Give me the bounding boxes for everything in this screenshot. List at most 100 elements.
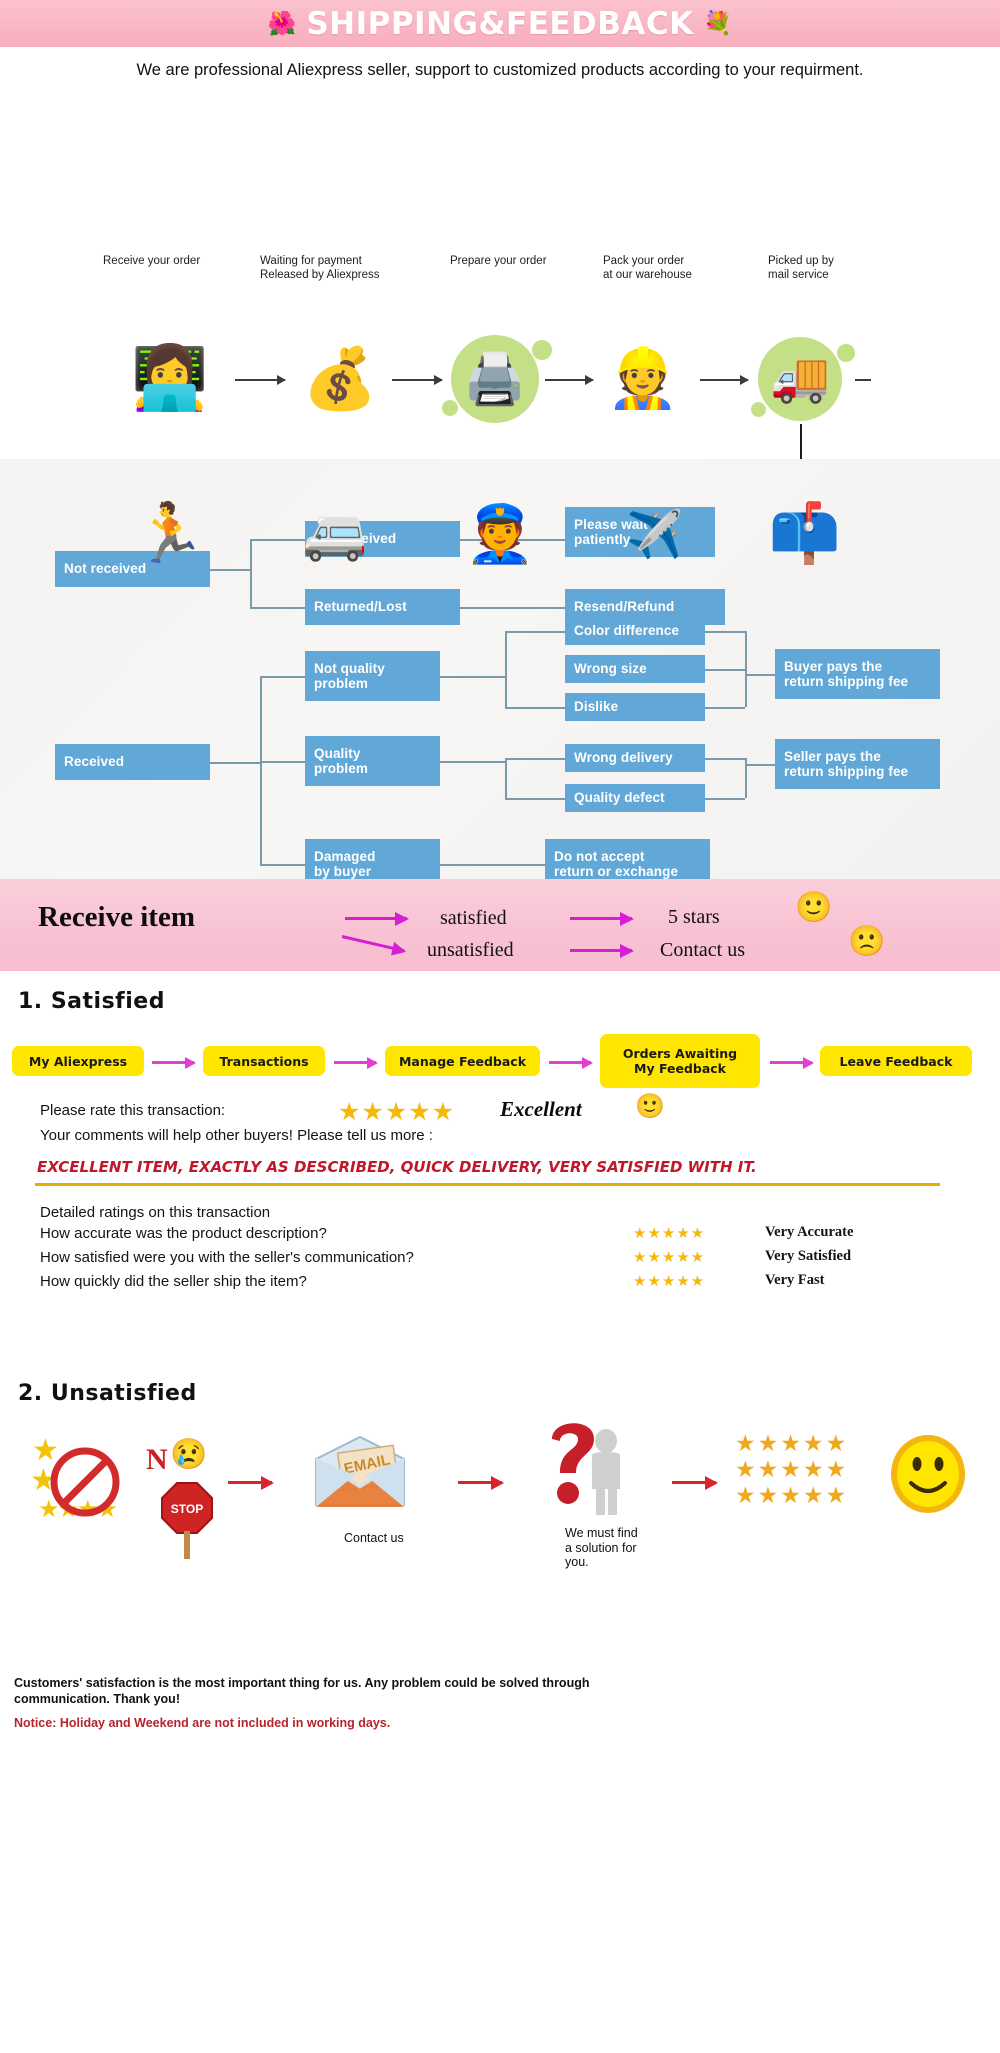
- flow-box-wrong-size: Wrong size: [565, 655, 705, 683]
- answer-stars-communication[interactable]: ★★★★★: [633, 1249, 706, 1266]
- step-arrow-2: [334, 1057, 378, 1068]
- flow-connector: [505, 707, 565, 709]
- worker-packing-icon: 👷: [606, 346, 680, 411]
- flow-connector: [505, 758, 507, 798]
- footer-message: Customers' satisfaction is the most impo…: [14, 1676, 590, 1706]
- answer-stars-accuracy[interactable]: ★★★★★: [633, 1225, 706, 1242]
- intro-section: We are professional Aliexpress seller, s…: [0, 47, 1000, 94]
- contact-us-label: Contact us: [660, 939, 745, 961]
- step-leave-feedback[interactable]: Leave Feedback: [820, 1046, 972, 1076]
- intro-text: We are professional Aliexpress seller, s…: [136, 61, 864, 79]
- flow-arrow-2: [392, 375, 443, 385]
- satisfied-heading: 1. Satisfied: [18, 989, 165, 1014]
- flow-box-not-received-child: Not received: [305, 521, 460, 557]
- find-solution-caption: We must find a solution for you.: [565, 1526, 638, 1569]
- flow-box-returned-lost: Returned/Lost: [305, 589, 460, 625]
- shipping-flow-diagram: Receive your order Waiting for payment R…: [0, 94, 1000, 640]
- flow-box-buyer-pays-shipping: Buyer pays the return shipping fee: [775, 649, 940, 699]
- flow-box-not-quality-problem: Not quality problem: [305, 651, 440, 701]
- flow-connector: [460, 607, 565, 609]
- ship-label-pack-order: Pack your order at our warehouse: [603, 255, 692, 281]
- flow-arrow-1: [235, 375, 286, 385]
- flow-connector: [250, 539, 252, 607]
- flow-connector: [745, 764, 775, 766]
- five-stars-label: 5 stars: [668, 906, 720, 928]
- arrow-to-unsatisfied: [341, 935, 405, 953]
- delivery-van-icon: 🚐: [275, 489, 395, 579]
- contact-us-caption: Contact us: [344, 1531, 404, 1545]
- ship-label-picked-up: Picked up by mail service: [768, 255, 834, 281]
- unsat-arrow-1: [228, 1476, 274, 1490]
- flow-box-received-root: Received: [55, 744, 210, 780]
- question-communication: How satisfied were you with the seller's…: [40, 1249, 414, 1266]
- sad-face-icon: 🙁: [848, 925, 886, 958]
- flow-connector: [210, 762, 260, 764]
- flow-box-no-return-exchange: Do not accept return or exchange: [545, 839, 710, 879]
- unsat-star-row-3: ★★★★★: [735, 1482, 849, 1508]
- receive-item-title: Receive item: [38, 901, 195, 933]
- flow-box-quality-problem: Quality problem: [305, 736, 440, 786]
- flow-connector: [260, 864, 305, 866]
- stop-sign-icon: STOP: [160, 1481, 220, 1559]
- flow-connector: [705, 631, 745, 633]
- person-at-computer-icon: 👩‍💻: [131, 344, 209, 413]
- flow-arrow-stub: [855, 379, 871, 381]
- step-manage-feedback[interactable]: Manage Feedback: [385, 1046, 540, 1076]
- question-mark-person-icon: [530, 1411, 650, 1526]
- comment-text: EXCELLENT ITEM, EXACTLY AS DESCRIBED, QU…: [37, 1158, 757, 1176]
- banner-title: SHIPPING&FEEDBACK: [306, 5, 694, 42]
- unsatisfied-label: unsatisfied: [427, 939, 514, 961]
- question-accuracy: How accurate was the product description…: [40, 1225, 327, 1242]
- flow-box-color-difference: Color difference: [565, 617, 705, 645]
- flow-connector: [705, 707, 745, 709]
- ship-label-waiting-payment: Waiting for payment Released by Aliexpre…: [260, 255, 380, 281]
- rate-smiley-icon: 🙂: [635, 1093, 665, 1120]
- answer-stars-speed[interactable]: ★★★★★: [633, 1273, 706, 1290]
- money-bag-icon: 💰: [302, 345, 378, 412]
- flow-connector: [260, 676, 305, 678]
- flow-connector: [440, 761, 505, 763]
- flow-connector: [260, 761, 305, 763]
- flow-connector: [440, 676, 505, 678]
- flow-connector: [210, 569, 250, 571]
- step-my-aliexpress[interactable]: My Aliexpress: [12, 1046, 144, 1076]
- comment-prompt-text: Your comments will help other buyers! Pl…: [40, 1127, 433, 1144]
- flow-box-not-received-root: Not received: [55, 551, 210, 587]
- flow-connector: [745, 758, 747, 798]
- answer-label-accuracy: Very Accurate: [765, 1224, 854, 1240]
- ship-label-receive-order: Receive your order: [103, 255, 201, 267]
- unsat-arrow-2: [458, 1476, 504, 1490]
- step-arrow-4: [770, 1057, 814, 1068]
- rate-stars[interactable]: ★★★★★: [338, 1098, 456, 1126]
- unsatisfied-heading: 2. Unsatisfied: [18, 1381, 197, 1406]
- flow-connector: [705, 758, 745, 760]
- flow-connector: [505, 798, 565, 800]
- flow-box-wrong-delivery: Wrong delivery: [565, 744, 705, 772]
- flow-connector: [705, 669, 745, 671]
- step-arrow-1: [152, 1057, 196, 1068]
- step-transactions[interactable]: Transactions: [203, 1046, 325, 1076]
- flow-connector: [260, 676, 262, 864]
- printer-icon: 🖨️: [440, 334, 552, 424]
- flower-decoration-left-icon: 🌺: [267, 10, 297, 36]
- flow-connector: [505, 631, 507, 707]
- answer-label-speed: Very Fast: [765, 1272, 825, 1288]
- detailed-ratings-heading: Detailed ratings on this transaction: [40, 1204, 271, 1221]
- returns-policy-flowchart: Not received Not received Returned/Lost …: [0, 459, 1000, 879]
- step-arrow-3: [549, 1057, 593, 1068]
- flow-connector: [250, 607, 305, 609]
- arrow-to-contact-us: [570, 943, 634, 958]
- flow-connector: [745, 631, 747, 707]
- running-courier-icon: 🏃: [133, 501, 207, 566]
- flow-connector: [250, 539, 305, 541]
- unsat-star-row-2: ★★★★★: [735, 1456, 849, 1482]
- unsatisfied-section: 2. Unsatisfied ★ ★ ★★★★ N 😢 STOP EMAIL: [0, 1371, 1000, 1671]
- page-banner: 🌺 SHIPPING&FEEDBACK 💐: [0, 0, 1000, 47]
- satisfied-section: 1. Satisfied My Aliexpress Transactions …: [0, 971, 1000, 1371]
- email-envelope-icon: EMAIL: [300, 1429, 430, 1524]
- step-orders-awaiting-feedback[interactable]: Orders Awaiting My Feedback: [600, 1034, 760, 1088]
- arrow-to-5-stars: [570, 911, 634, 926]
- flow-connector: [440, 864, 545, 866]
- satisfied-label: satisfied: [440, 907, 507, 929]
- flow-box-please-wait: Please wait patiently: [565, 507, 715, 557]
